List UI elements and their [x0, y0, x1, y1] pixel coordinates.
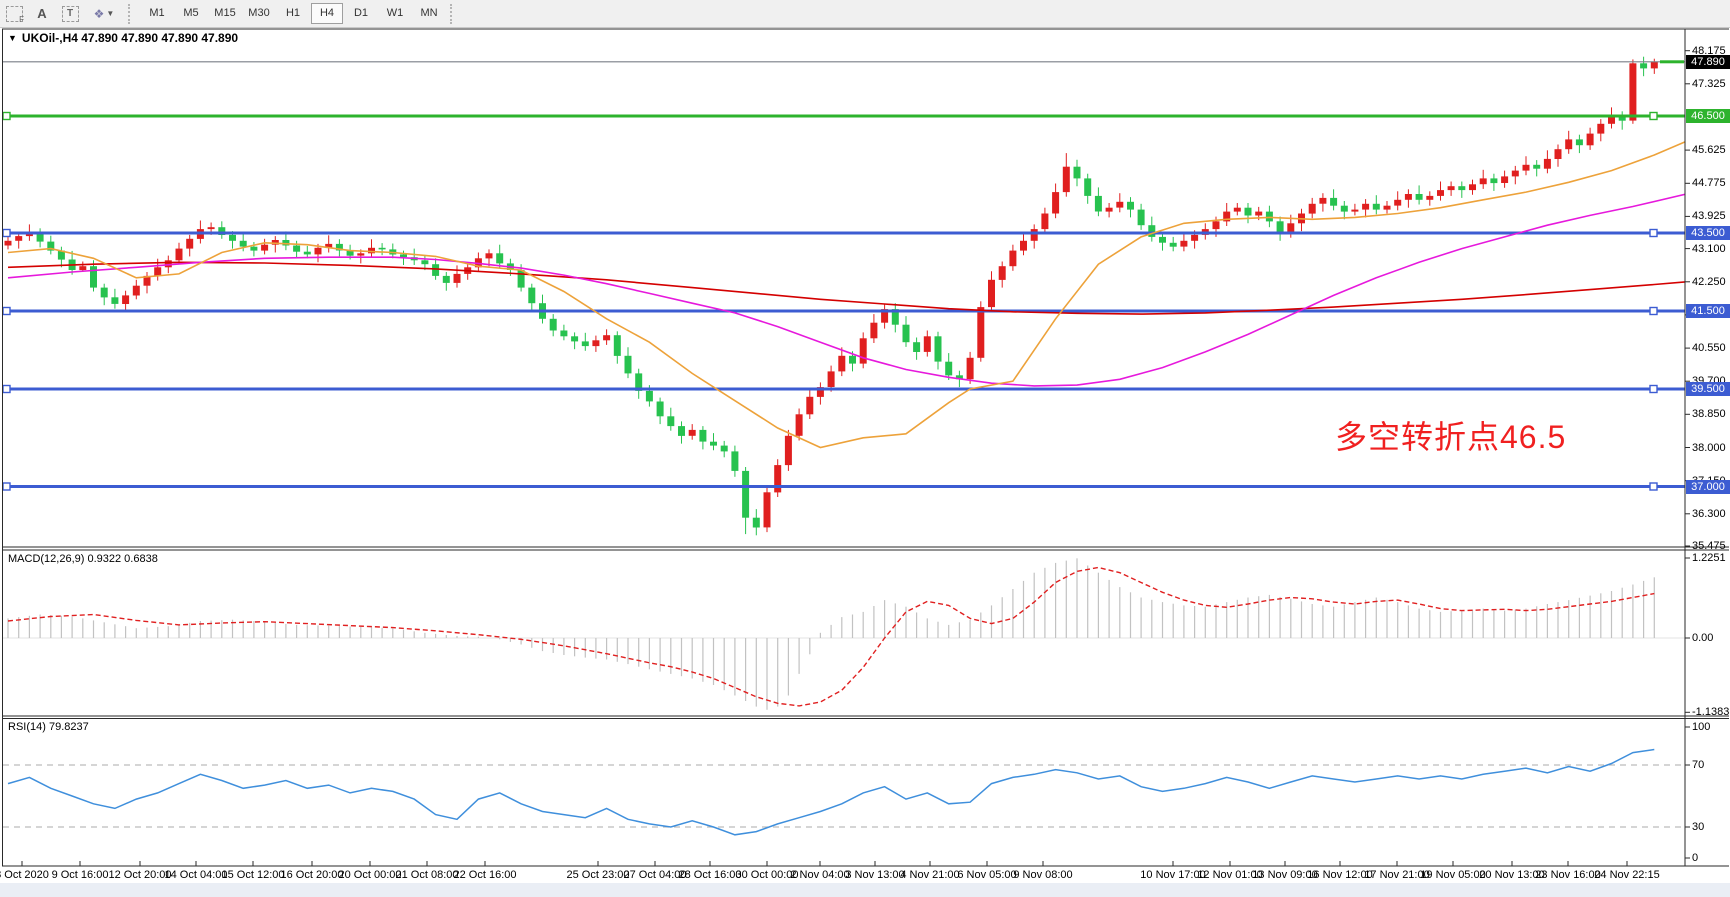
date-tick-label: 25 Oct 23:00 [566, 869, 630, 881]
date-tick-label: 22 Oct 16:00 [453, 869, 517, 881]
chevron-down-icon: ▼ [106, 9, 115, 18]
text-tool-button[interactable]: T [57, 3, 83, 24]
rsi-tick-label: 30 [1692, 821, 1705, 833]
date-tick-label: 16 Oct 20:00 [280, 869, 344, 881]
toolbar: F A T ❖ ▼ M1 M5 M15 M30 H1 H4 D1 W1 MN [0, 0, 1730, 28]
level-price-tag: 41.500 [1686, 304, 1730, 318]
date-tick-label: 20 Nov 13:00 [1479, 869, 1545, 881]
status-strip [0, 883, 1730, 897]
label-a-icon: A [37, 6, 47, 21]
date-tick-label: 9 Oct 16:00 [51, 869, 109, 881]
price-tick-label: 48.175 [1692, 44, 1726, 57]
date-tick-label: 4 Nov 21:00 [900, 869, 960, 881]
price-tick-label: 40.550 [1692, 342, 1726, 355]
timeframe-m30-button[interactable]: M30 [248, 7, 270, 19]
toolbar-grip[interactable] [450, 3, 458, 24]
current-price-tag: 47.890 [1686, 54, 1730, 69]
date-tick-label: 28 Oct 16:00 [678, 869, 742, 881]
date-tick-label: 12 Nov 01:00 [1197, 869, 1263, 881]
date-tick-label: 2 Nov 04:00 [790, 869, 850, 881]
label-tool-button[interactable]: A [29, 3, 55, 24]
date-tick-label: 24 Nov 22:15 [1594, 869, 1660, 881]
rsi-tick-label: 0 [1692, 852, 1699, 864]
turning-point-annotation[interactable]: 多空转折点46.5 [1335, 419, 1567, 455]
price-tick-label: 47.325 [1692, 77, 1726, 90]
price-tick-label: 43.100 [1692, 242, 1726, 255]
chart-title: ▼ UKOil-,H4 47.890 47.890 47.890 47.890 [8, 31, 238, 45]
date-tick-label: 23 Nov 16:00 [1535, 869, 1601, 881]
timeframe-m1-button[interactable]: M1 [149, 7, 165, 19]
timeframe-h1-button[interactable]: H1 [285, 7, 301, 19]
level-price-tag: 46.500 [1686, 109, 1730, 123]
level-price-tag: 39.500 [1686, 382, 1730, 396]
price-tick-label: 38.850 [1692, 408, 1726, 421]
timeframe-w1-button[interactable]: W1 [386, 7, 404, 19]
timeframe-m15-button[interactable]: M15 [214, 7, 236, 19]
macd-indicator-label: MACD(12,26,9) 0.9322 0.6838 [8, 553, 158, 565]
level-price-tag: 43.500 [1686, 226, 1730, 240]
date-tick-label: 30 Oct 00:00 [735, 869, 799, 881]
date-tick-label: 6 Nov 05:00 [957, 869, 1017, 881]
date-tick-label: 13 Nov 09:00 [1252, 869, 1318, 881]
date-tick-label: 27 Oct 04:00 [623, 869, 687, 881]
symbol-ohlc-text: UKOil-,H4 47.890 47.890 47.890 47.890 [21, 31, 239, 45]
macd-tick-label: 1.2251 [1692, 552, 1726, 564]
date-tick-label: 9 Nov 08:00 [1013, 869, 1073, 881]
collapse-triangle-icon[interactable]: ▼ [8, 33, 17, 43]
level-price-tag: 37.000 [1686, 479, 1730, 494]
date-tick-label: 21 Oct 08:00 [395, 869, 459, 881]
timeframe-d1-button[interactable]: D1 [353, 7, 369, 19]
fibo-grid-tool-button[interactable]: F [1, 3, 27, 24]
timeframe-mn-button[interactable]: MN [420, 7, 438, 19]
fibo-grid-icon-letter: F [19, 15, 24, 24]
date-tick-label: 8 Oct 2020 [0, 869, 49, 881]
date-tick-label: 17 Nov 21:00 [1364, 869, 1430, 881]
price-tick-label: 38.000 [1692, 441, 1726, 454]
shapes-tool-button[interactable]: ❖ ▼ [85, 3, 123, 24]
price-tick-label: 45.625 [1692, 144, 1726, 157]
toolbar-grip[interactable] [128, 3, 136, 24]
timeframe-m5-button[interactable]: M5 [183, 7, 199, 19]
price-tick-label: 42.250 [1692, 275, 1726, 288]
timeframe-h4-button[interactable]: H4 [311, 3, 343, 24]
date-tick-label: 20 Oct 00:00 [338, 869, 402, 881]
shapes-icon: ❖ [93, 6, 105, 21]
text-t-icon: T [61, 5, 79, 22]
date-tick-label: 15 Oct 12:00 [221, 869, 285, 881]
price-tick-label: 43.925 [1692, 210, 1726, 223]
timeframe-group: M1 M5 M15 M30 H1 H4 D1 W1 MN [140, 3, 446, 24]
rsi-tick-label: 70 [1692, 759, 1705, 771]
fibo-grid-icon [5, 5, 23, 22]
date-tick-label: 19 Nov 05:00 [1420, 869, 1486, 881]
macd-tick-label: 0.00 [1692, 632, 1714, 644]
date-tick-label: 3 Nov 13:00 [845, 869, 905, 881]
price-tick-label: 36.300 [1692, 507, 1726, 520]
date-tick-label: 10 Nov 17:00 [1140, 869, 1206, 881]
date-tick-label: 16 Nov 12:00 [1307, 869, 1373, 881]
rsi-tick-label: 100 [1692, 721, 1711, 733]
macd-tick-label: -1.1383 [1692, 706, 1730, 719]
rsi-indicator-label: RSI(14) 79.8237 [8, 721, 89, 733]
price-tick-label: 44.775 [1692, 177, 1726, 190]
date-tick-label: 12 Oct 20:00 [108, 869, 172, 881]
price-tick-label: 35.475 [1692, 539, 1726, 552]
date-tick-label: 14 Oct 04:00 [164, 869, 228, 881]
